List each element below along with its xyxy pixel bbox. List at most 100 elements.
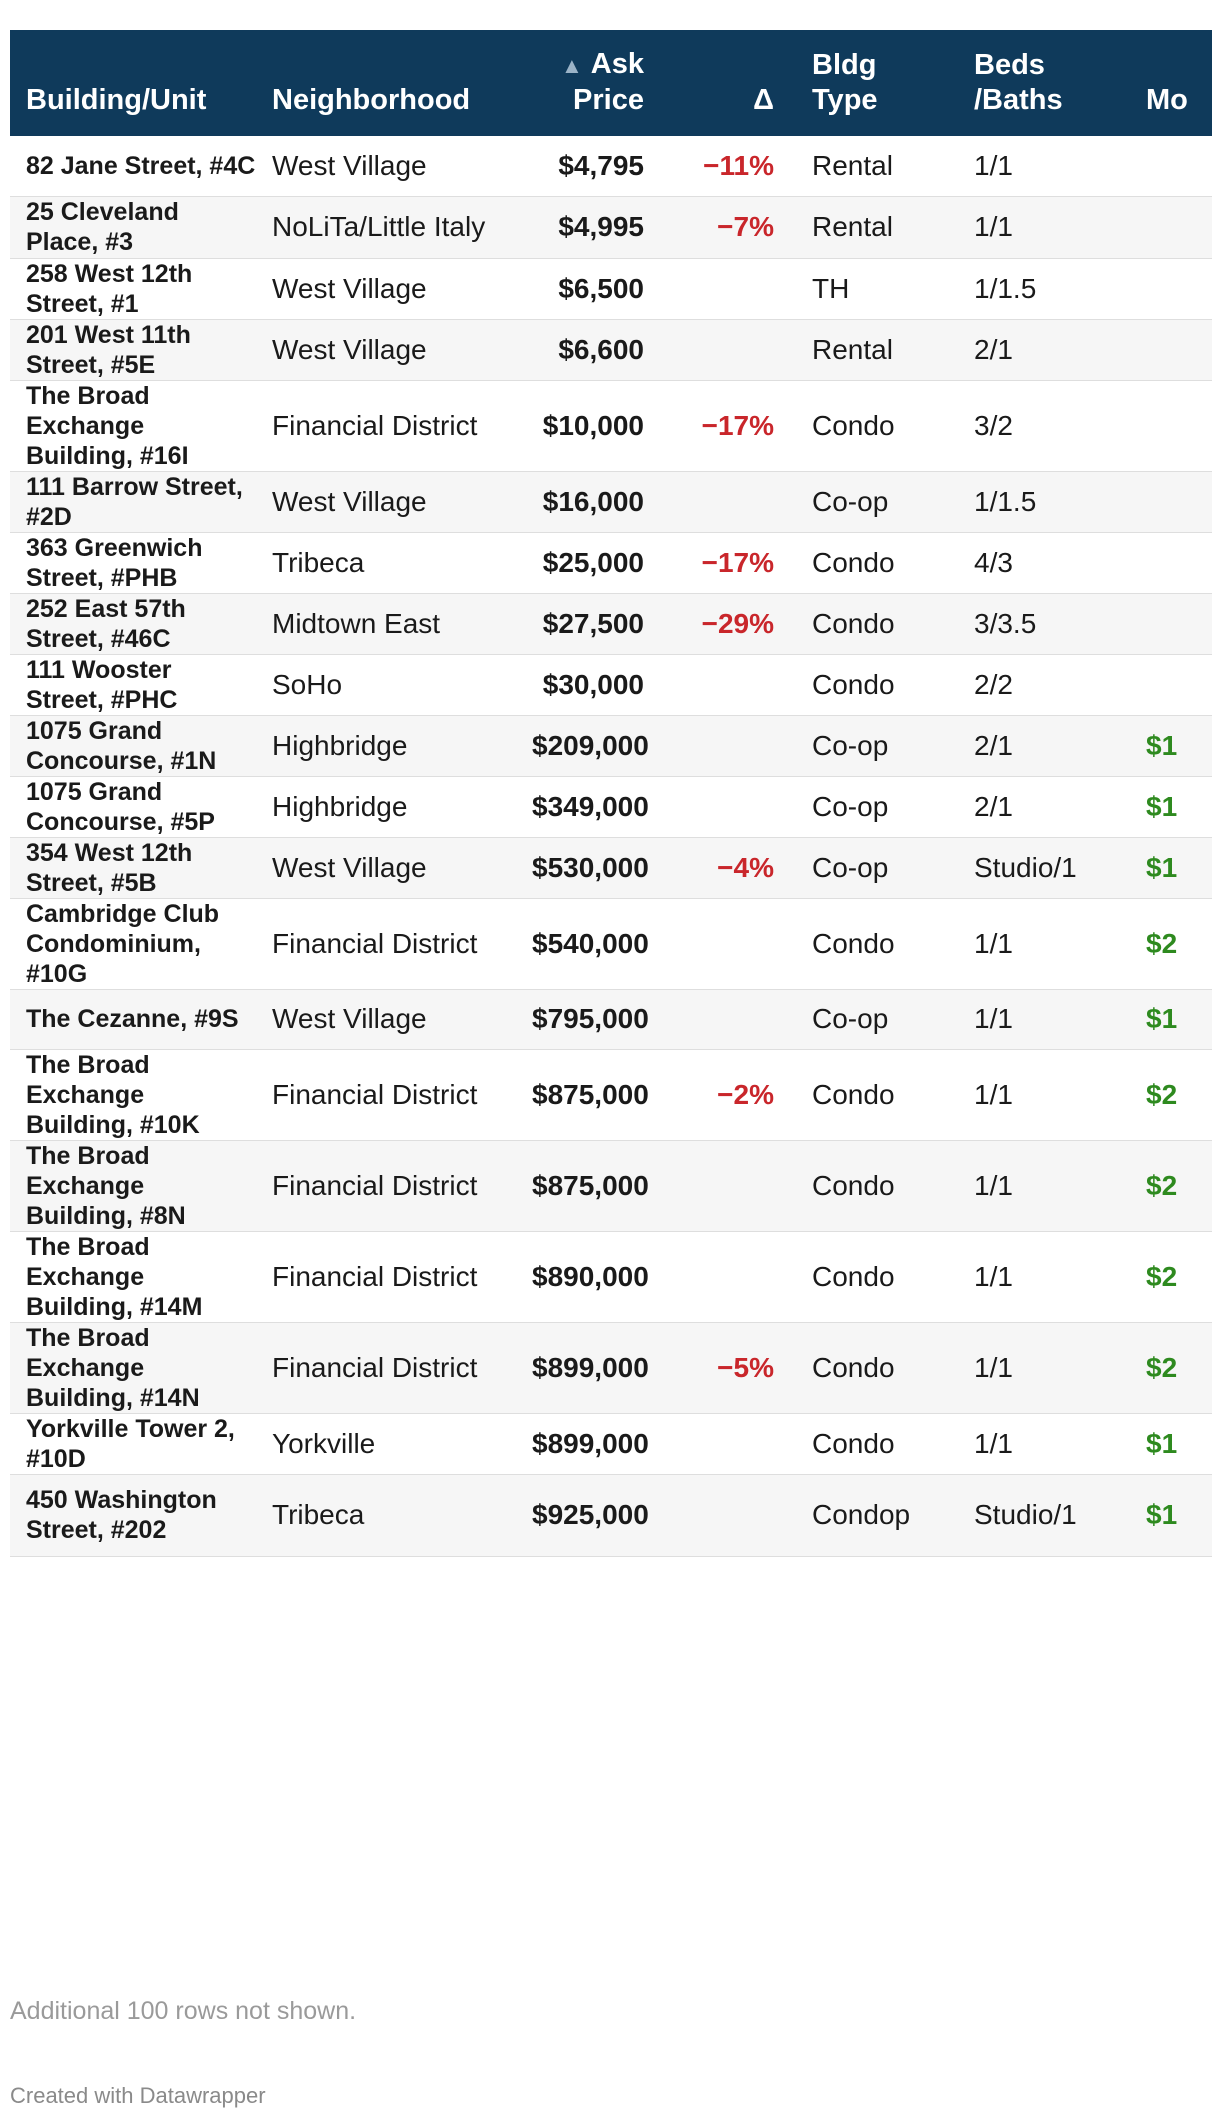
cell-delta: −17% xyxy=(701,546,774,578)
cell-neighborhood: Yorkville xyxy=(272,1427,376,1459)
header-more[interactable]: Mo xyxy=(1146,84,1188,116)
cell-delta xyxy=(664,715,796,776)
cell-bldg-type: Condo xyxy=(812,1260,895,1292)
cell-beds-baths: 1/1 xyxy=(974,1427,1013,1459)
cell-bldg-type: Condop xyxy=(812,1499,911,1530)
cell-neighborhood: West Village xyxy=(272,485,427,517)
cell-beds-baths: 1/1 xyxy=(974,1260,1013,1292)
cell-beds-baths: 1/1.5 xyxy=(974,485,1037,517)
table-container: Building/Unit Neighborhood ▲ Ask Price Δ B… xyxy=(10,30,1212,1557)
cell-beds-baths: 2/1 xyxy=(974,333,1013,365)
header-delta[interactable]: Δ xyxy=(753,84,774,116)
cell-ask-price: $30,000 xyxy=(542,668,644,700)
cell-more xyxy=(1130,654,1212,715)
cell-bldg-type: Condo xyxy=(812,546,895,578)
cell-bldg-type: Condo xyxy=(812,1078,895,1110)
cell-delta: −5% xyxy=(717,1351,774,1383)
table-row: 252 East 57th Street, #46C Midtown East $2… xyxy=(10,593,1212,654)
cell-delta xyxy=(664,319,796,380)
cell-bldg-type: Co-op xyxy=(812,851,889,883)
cell-bldg-type: Co-op xyxy=(812,485,889,517)
header-bldg-type[interactable]: Bldg Type xyxy=(812,49,878,116)
cell-more xyxy=(1130,380,1212,471)
cell-ask-price: $4,995 xyxy=(558,211,644,242)
header-building[interactable]: Building/Unit xyxy=(26,84,207,116)
cell-building: 363 Greenwich Street, #PHB xyxy=(26,533,203,592)
cell-beds-baths: 1/1 xyxy=(974,1078,1013,1110)
header-beds-baths[interactable]: Beds/Baths xyxy=(974,49,1063,116)
cell-building: Yorkville Tower 2, #10D xyxy=(26,1414,235,1473)
rows-not-shown-note: Additional 100 rows not shown. xyxy=(10,1997,357,2025)
table-row: 1075 Grand Concourse, #1N Highbridge $209,… xyxy=(10,715,1212,776)
cell-delta: −11% xyxy=(703,149,774,181)
cell-more xyxy=(1130,532,1212,593)
cell-ask-price: $875,000 xyxy=(532,1078,649,1110)
cell-beds-baths: 1/1 xyxy=(974,149,1013,181)
cell-neighborhood: Midtown East xyxy=(272,607,441,639)
cell-building: 111 Barrow Street, #2D xyxy=(26,472,243,531)
cell-ask-price: $530,000 xyxy=(532,851,649,883)
table-header: Building/Unit Neighborhood ▲ Ask Price Δ B… xyxy=(10,30,1212,136)
header-neighborhood[interactable]: Neighborhood xyxy=(272,84,471,116)
cell-beds-baths: 2/2 xyxy=(974,668,1013,700)
cell-building: The Broad Exchange Building, #14N xyxy=(26,1323,200,1412)
table-row: 258 West 12th Street, #1 West Village $6,5… xyxy=(10,258,1212,319)
cell-building: 111 Wooster Street, #PHC xyxy=(26,655,178,714)
cell-ask-price: $925,000 xyxy=(532,1499,649,1530)
cell-more xyxy=(1130,319,1212,380)
cell-beds-baths: 1/1 xyxy=(974,1169,1013,1201)
cell-beds-baths: 2/1 xyxy=(974,729,1013,761)
cell-building: 25 Cleveland Place, #3 xyxy=(26,198,179,256)
cell-more: $2 xyxy=(1146,1169,1178,1201)
cell-neighborhood: Financial District xyxy=(272,1169,478,1201)
cell-building: 450 Washington Street, #202 xyxy=(26,1486,217,1544)
cell-delta xyxy=(664,1474,796,1556)
cell-bldg-type: Condo xyxy=(812,927,895,959)
cell-delta: −4% xyxy=(717,851,774,883)
cell-neighborhood: Highbridge xyxy=(272,790,408,822)
cell-bldg-type: Condo xyxy=(812,409,895,441)
table-row: 111 Barrow Street, #2D West Village $16,00… xyxy=(10,471,1212,532)
cell-ask-price: $540,000 xyxy=(532,927,649,959)
table-row: The Broad Exchange Building, #8N Financia… xyxy=(10,1140,1212,1231)
sort-ascending-icon: ▲ xyxy=(561,53,583,78)
cell-more: $1 xyxy=(1146,1499,1178,1530)
cell-building: 258 West 12th Street, #1 xyxy=(26,259,193,318)
cell-neighborhood: SoHo xyxy=(272,668,343,700)
cell-bldg-type: Condo xyxy=(812,1427,895,1459)
cell-neighborhood: Financial District xyxy=(272,1260,478,1292)
cell-beds-baths: 1/1 xyxy=(974,1003,1013,1034)
table-row: 450 Washington Street, #202 Tribeca $925,0… xyxy=(10,1474,1212,1556)
cell-more: $1 xyxy=(1146,1427,1178,1459)
cell-building: The Broad Exchange Building, #8N xyxy=(26,1141,186,1230)
table-row: The Cezanne, #9S West Village $795,000 Co-o… xyxy=(10,989,1212,1049)
cell-bldg-type: Rental xyxy=(812,211,893,242)
cell-building: 1075 Grand Concourse, #1N xyxy=(26,716,217,775)
cell-beds-baths: Studio/1 xyxy=(974,1499,1077,1530)
cell-beds-baths: 1/1 xyxy=(974,927,1013,959)
datawrapper-credit[interactable]: Created with Datawrapper xyxy=(10,2083,266,2108)
header-ask-price[interactable]: ▲ Ask Price xyxy=(561,48,644,116)
cell-delta: −2% xyxy=(717,1078,774,1110)
table-row: The Broad Exchange Building, #14N Financi… xyxy=(10,1322,1212,1413)
table-row: 354 West 12th Street, #5B West Village $53… xyxy=(10,837,1212,898)
cell-beds-baths: 1/1.5 xyxy=(974,272,1037,304)
table-row: The Broad Exchange Building, #14M Financi… xyxy=(10,1231,1212,1322)
cell-building: 82 Jane Street, #4C xyxy=(26,151,256,180)
table-row: 201 West 11th Street, #5E West Village $6,… xyxy=(10,319,1212,380)
table-row: 363 Greenwich Street, #PHB Tribeca $25,000… xyxy=(10,532,1212,593)
cell-neighborhood: West Village xyxy=(272,851,427,883)
cell-neighborhood: Financial District xyxy=(272,927,478,959)
cell-ask-price: $899,000 xyxy=(532,1427,649,1459)
cell-delta xyxy=(664,471,796,532)
cell-ask-price: $16,000 xyxy=(542,485,644,517)
cell-ask-price: $25,000 xyxy=(542,546,644,578)
cell-ask-price: $349,000 xyxy=(532,790,649,822)
cell-delta xyxy=(664,989,796,1049)
cell-ask-price: $899,000 xyxy=(532,1351,649,1383)
cell-bldg-type: Condo xyxy=(812,607,895,639)
cell-ask-price: $209,000 xyxy=(532,729,649,761)
table-row: 82 Jane Street, #4C West Village $4,795 −11… xyxy=(10,136,1212,196)
cell-delta xyxy=(664,258,796,319)
cell-ask-price: $4,795 xyxy=(558,149,644,181)
